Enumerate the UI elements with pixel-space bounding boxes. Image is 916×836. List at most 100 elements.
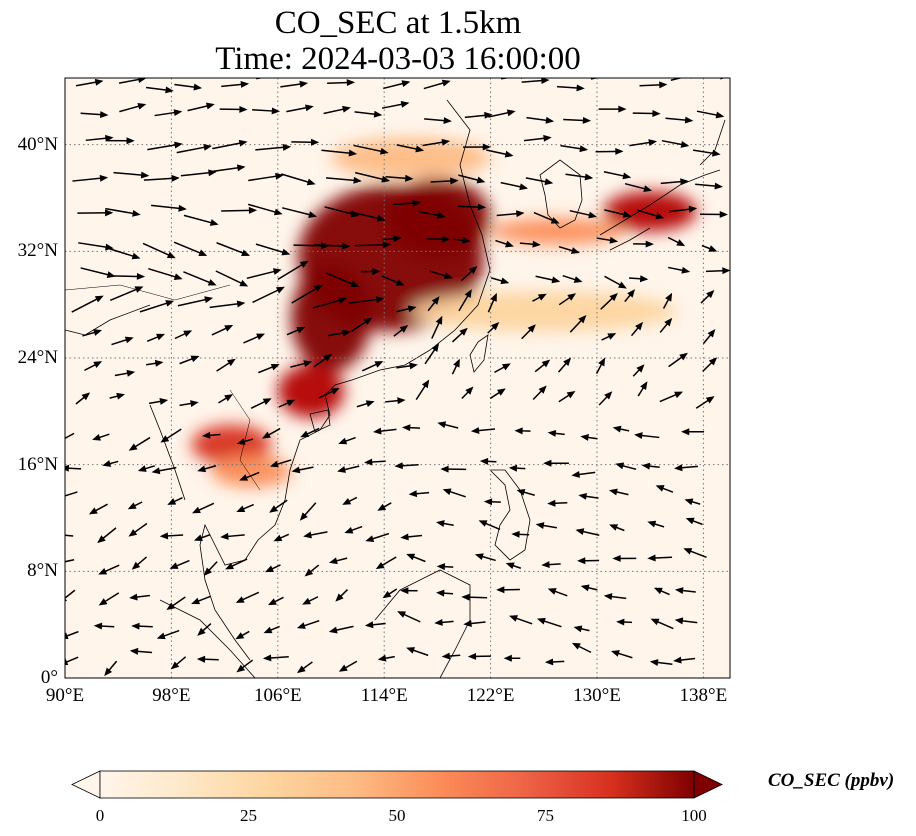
wind-arrow-head	[137, 465, 147, 472]
wind-arrow-head	[256, 333, 266, 341]
wind-arrow-head	[649, 659, 659, 666]
wind-arrow-head	[166, 602, 176, 611]
wind-arrow-head	[323, 353, 333, 362]
lon-tick-label: 138°E	[679, 685, 728, 706]
colorbar-extend-min	[71, 770, 101, 799]
wind-arrow-head	[684, 116, 694, 124]
colorbar	[99, 770, 695, 799]
wind-arrow-head	[364, 621, 374, 629]
wind-arrow-head	[273, 208, 283, 216]
wind-arrow-head	[461, 593, 470, 601]
wind-arrow-head	[225, 562, 234, 570]
wind-arrow-head	[484, 111, 493, 119]
wind-arrow	[65, 630, 79, 638]
wind-arrow-head	[65, 496, 66, 500]
wind-arrow-head	[220, 532, 229, 540]
wind-arrow-head	[134, 286, 144, 293]
wind-arrow-head	[477, 203, 487, 211]
wind-arrow-head	[116, 392, 126, 400]
wind-arrow-head	[394, 462, 403, 470]
lat-tick-label: 16°N	[17, 453, 58, 475]
wind-arrow-head	[500, 277, 510, 285]
wind-arrow-head	[612, 554, 621, 562]
wind-arrow-head	[375, 561, 385, 570]
wind-arrow-head	[193, 83, 203, 91]
wind-arrow-head	[236, 438, 246, 445]
wind-arrow-head	[269, 460, 279, 468]
wind-arrow-head	[509, 615, 518, 622]
wind-arrow-head	[239, 279, 249, 287]
wind-arrow-head	[490, 322, 500, 331]
wind-arrow-head	[138, 78, 147, 83]
wind-arrow-head	[434, 618, 443, 626]
wind-arrow-head	[160, 435, 170, 443]
wind-arrow	[65, 558, 75, 563]
wind-arrow-head	[173, 273, 183, 281]
wind-arrow-head	[156, 632, 166, 640]
wind-arrow-head	[588, 211, 598, 219]
wind-arrow-head	[374, 361, 384, 368]
wind-arrow-head	[238, 139, 248, 147]
wind-arrow-head	[680, 178, 689, 186]
wind-arrow-head	[128, 529, 138, 537]
wind-arrow-head	[708, 357, 718, 366]
wind-arrow-head	[681, 266, 691, 274]
chart-title: CO_SEC at 1.5km	[274, 5, 522, 41]
wind-arrow	[670, 78, 684, 81]
wind-arrow-head	[674, 464, 683, 472]
wind-arrow-head	[441, 138, 451, 146]
wind-arrow-head	[714, 182, 723, 190]
wind-arrow-head	[262, 398, 272, 405]
wind-arrow-head	[376, 214, 386, 222]
wind-arrow-head	[622, 211, 632, 218]
wind-arrow-head	[300, 430, 310, 438]
wind-arrow-head	[156, 333, 165, 341]
wind-arrow-head	[65, 658, 69, 666]
wind-arrow-head	[165, 300, 175, 307]
wind-arrow-head	[450, 177, 459, 185]
wind-arrow-head	[655, 485, 665, 492]
wind-arrow-head	[235, 632, 245, 640]
wind-arrow-head	[197, 465, 207, 473]
wind-arrow-head	[409, 362, 418, 370]
wind-arrow-head	[224, 325, 234, 332]
wind-arrow-head	[616, 618, 625, 626]
wind-arrow-head	[538, 385, 547, 394]
wind-arrow-head	[303, 360, 313, 367]
wind-arrow-head	[516, 210, 525, 218]
wind-arrow-head	[543, 134, 552, 142]
wind-arrow-head	[400, 100, 410, 108]
wind-arrow-head	[408, 490, 418, 498]
wind-arrow-head	[609, 488, 618, 496]
wind-arrow-head	[365, 535, 375, 542]
wind-arrow-head	[719, 210, 728, 218]
wind-arrow-head	[705, 396, 715, 404]
wind-arrow-head	[442, 488, 452, 496]
wind-arrow-head	[645, 240, 654, 248]
wind-arrow-head	[93, 361, 103, 369]
plume-patch	[211, 455, 292, 488]
wind-arrow-head	[580, 584, 590, 592]
wind-arrow-head	[397, 397, 406, 405]
wind-arrow-head	[415, 145, 425, 153]
wind-arrow-head	[640, 381, 648, 391]
wind-arrow-head	[159, 398, 169, 405]
wind-arrow-head	[603, 593, 613, 601]
wind-arrow-head	[571, 642, 581, 650]
wind-arrow-head	[436, 589, 445, 597]
wind-arrow-head	[299, 80, 309, 88]
wind-arrow-head	[627, 289, 636, 298]
wind-arrow-head	[543, 459, 552, 467]
wind-arrow-head	[463, 620, 472, 627]
wind-arrow-head	[612, 425, 622, 433]
wind-arrow-head	[541, 359, 551, 368]
wind-arrow-head	[607, 333, 617, 340]
wind-arrow-head	[236, 300, 246, 308]
wind-arrow-head	[330, 388, 340, 395]
wind-arrow-head	[338, 297, 348, 304]
wind-arrow-head	[393, 235, 402, 243]
wind-arrow-head	[406, 647, 415, 654]
wind-arrow-head	[132, 209, 141, 217]
wind-arrow-head	[655, 212, 665, 220]
